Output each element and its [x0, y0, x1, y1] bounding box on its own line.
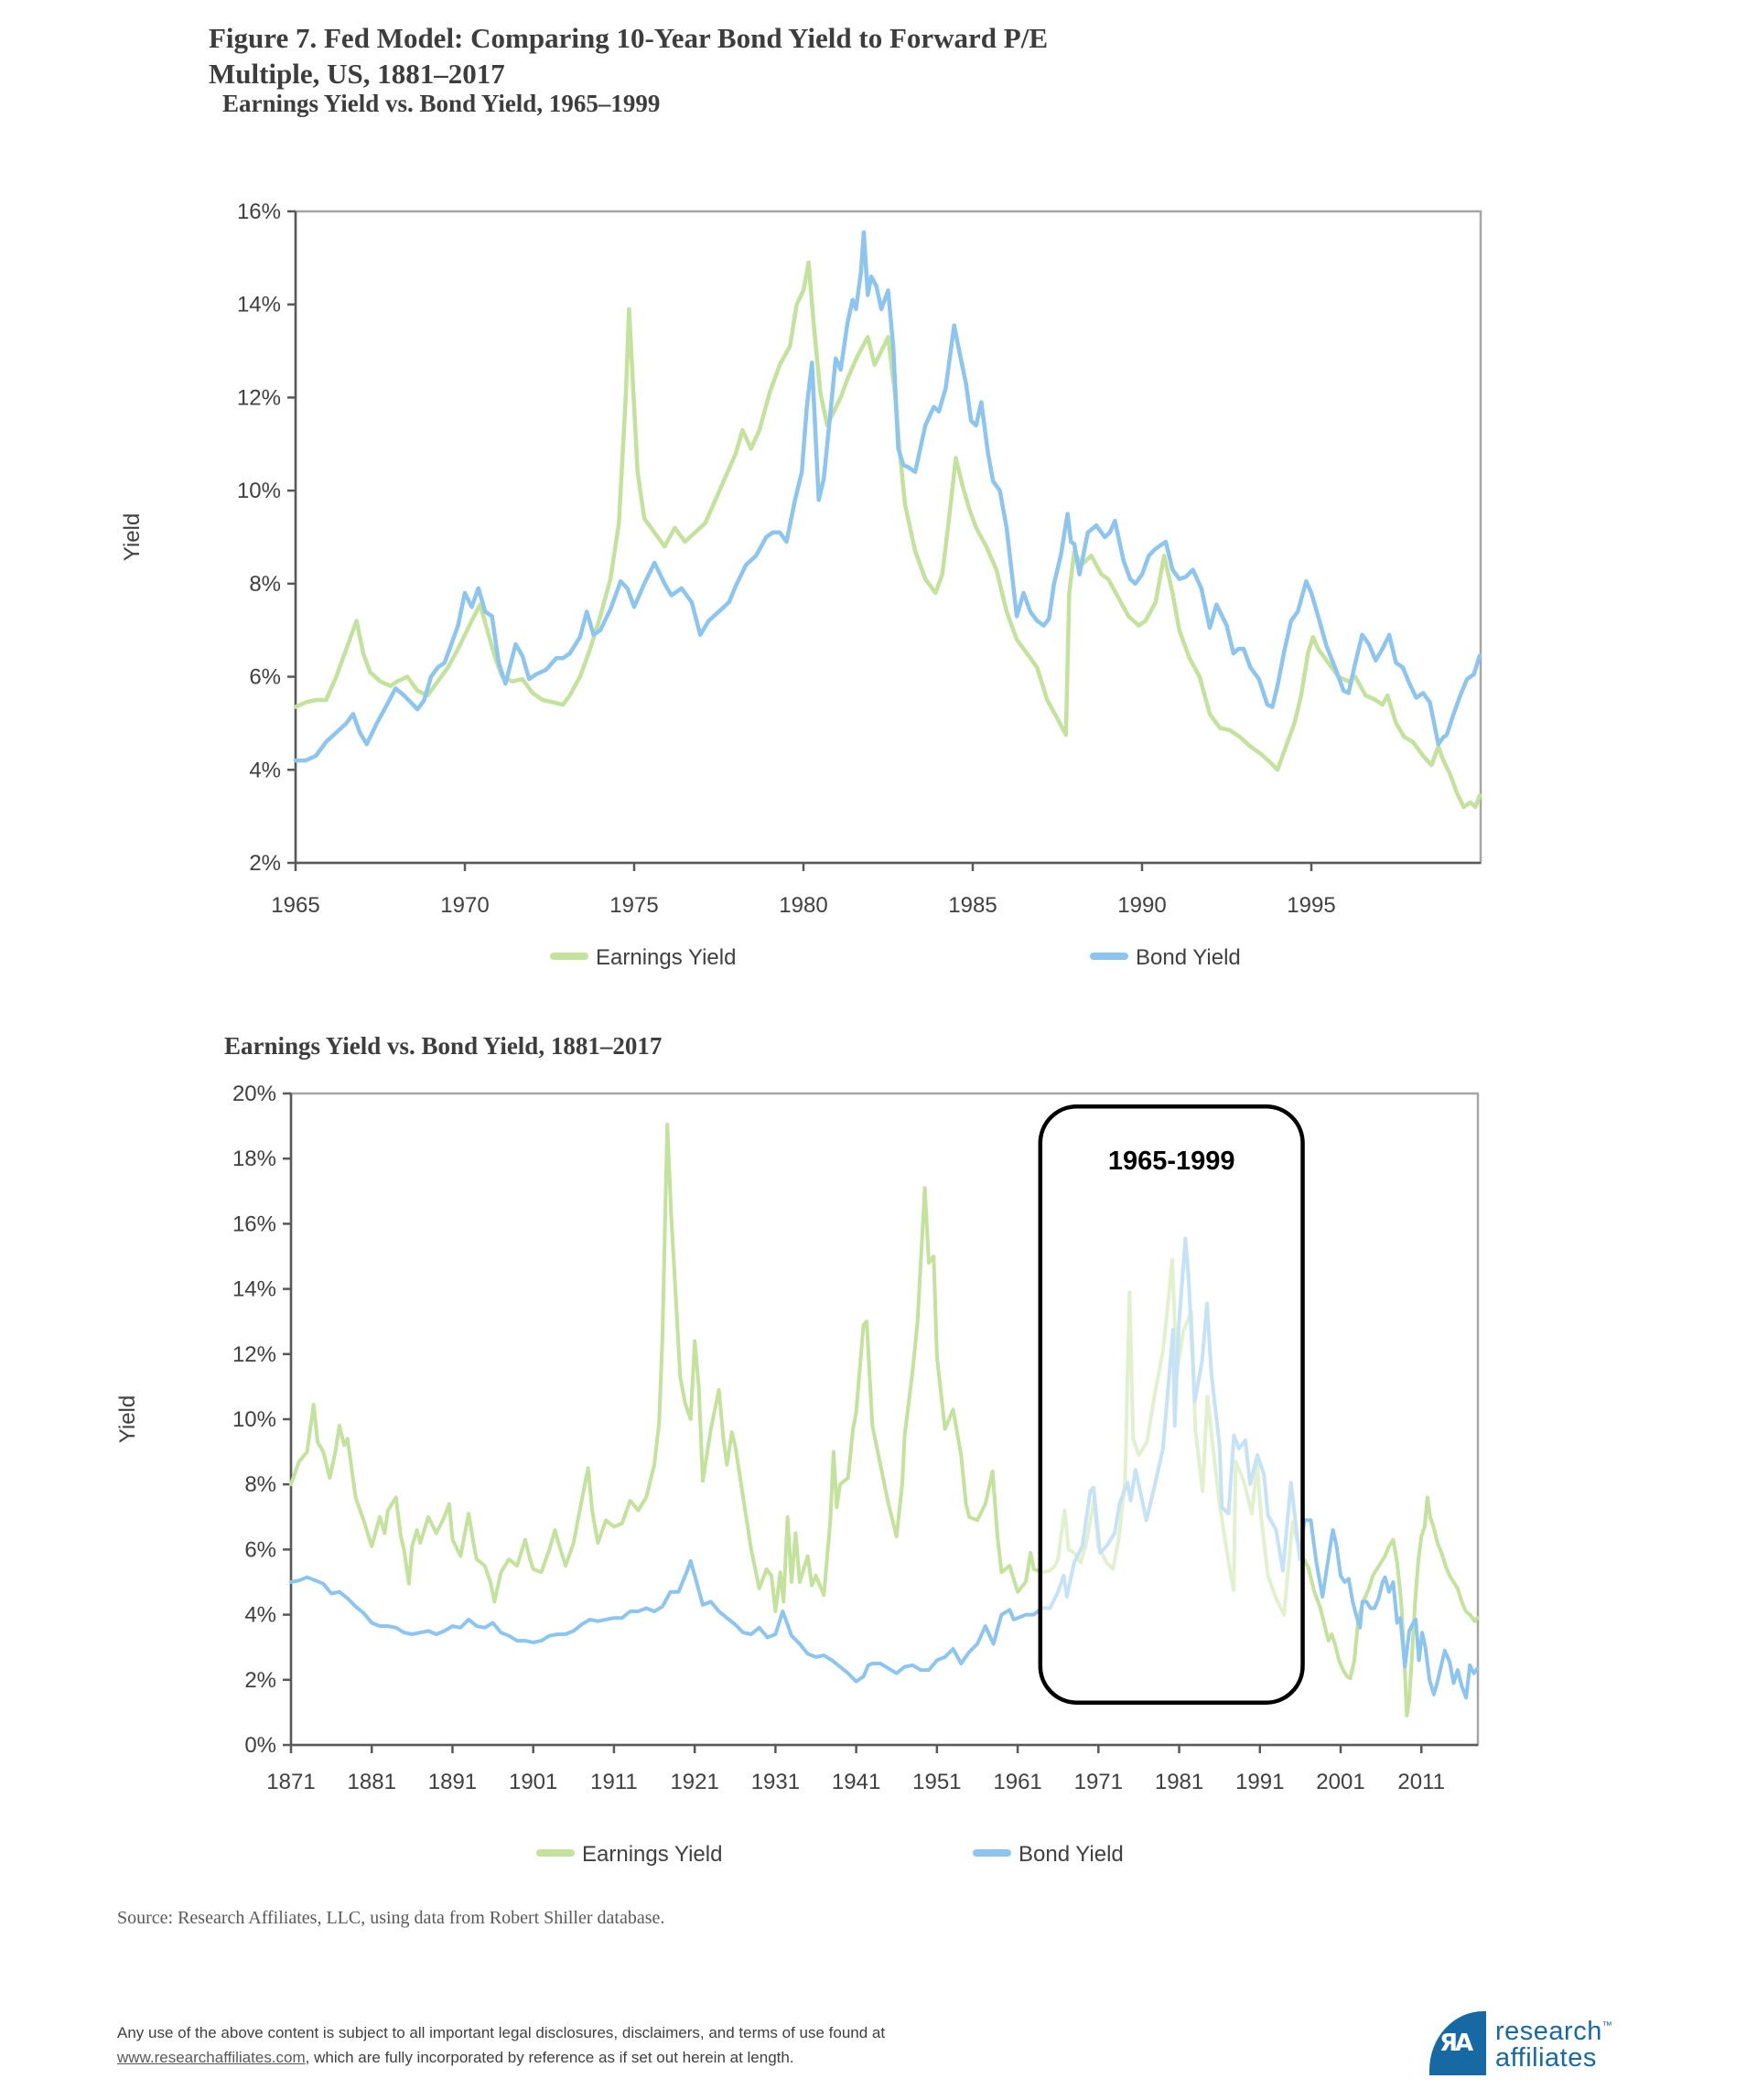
x-tick-label: 1991: [1235, 1770, 1284, 1794]
figure-title: Figure 7. Fed Model: Comparing 10-Year B…: [209, 20, 1105, 92]
y-tick-label: 12%: [232, 1342, 276, 1367]
legend-swatch: [973, 1849, 1011, 1857]
ra-wordmark: research™ affiliates: [1495, 2013, 1612, 2072]
x-tick-label: 2011: [1397, 1770, 1445, 1794]
legend-swatch: [536, 1849, 575, 1857]
y-tick-label: 6%: [249, 665, 281, 690]
y-tick-label: 2%: [249, 851, 281, 876]
x-tick-label: 1995: [1287, 893, 1335, 918]
top-line-chart: 2% 4% 6% 8% 10% 12% 14% 16% 1965 1970 1975 1980 1985…: [120, 199, 1482, 970]
legend-swatch: [1090, 953, 1128, 960]
ra-logo-mark-icon: ЯA: [1429, 2011, 1486, 2075]
x-tick-label: 1965: [271, 893, 319, 918]
y-tick-label: 6%: [244, 1537, 276, 1562]
x-tick-label: 1980: [779, 893, 827, 918]
y-tick-label: 16%: [232, 1212, 276, 1236]
top-chart-title: Earnings Yield vs. Bond Yield, 1965–1999: [222, 90, 661, 117]
x-tick-label: 1961: [993, 1770, 1041, 1794]
legend-label: Earnings Yield: [596, 945, 736, 970]
x-tick-label: 1881: [348, 1770, 396, 1794]
legend-label: Bond Yield: [1019, 1842, 1124, 1867]
legend-swatch: [550, 953, 588, 960]
x-tick-label: 1921: [670, 1770, 718, 1794]
x-tick-label: 1981: [1155, 1770, 1203, 1794]
bottom-line-chart: 0% 2% 4% 6% 8% 10% 12% 14% 16% 18% 20% 1871 1881 1891…: [115, 1082, 1480, 1867]
ra-monogram: ЯA: [1439, 2030, 1473, 2057]
y-tick-label: 14%: [237, 293, 281, 318]
y-tick-label: 16%: [237, 199, 281, 224]
legend-label: Earnings Yield: [582, 1842, 722, 1867]
y-axis-title: Yield: [120, 513, 145, 561]
legal-line1: Any use of the above content is subject …: [117, 2024, 886, 2041]
research-affiliates-logo: ЯA research™ affiliates: [1429, 2011, 1741, 2077]
ra-word-affiliates: affiliates: [1495, 2043, 1597, 2073]
x-tick-label: 1975: [609, 893, 658, 918]
y-tick-label: 20%: [232, 1082, 276, 1106]
trademark-symbol: ™: [1601, 2020, 1612, 2031]
y-tick-label: 8%: [244, 1472, 276, 1497]
x-tick-label: 1941: [832, 1770, 880, 1794]
researchaffiliates-link[interactable]: www.researchaffiliates.com: [117, 2049, 306, 2066]
y-tick-label: 10%: [232, 1407, 276, 1432]
y-tick-label: 2%: [244, 1668, 276, 1693]
ra-word-research: research: [1495, 2017, 1602, 2046]
y-tick-label: 0%: [244, 1733, 276, 1758]
y-tick-label: 4%: [249, 758, 281, 782]
x-tick-label: 1911: [590, 1770, 638, 1794]
legend-label: Bond Yield: [1136, 945, 1241, 970]
x-tick-label: 2001: [1316, 1770, 1364, 1794]
x-tick-label: 1971: [1074, 1770, 1123, 1794]
x-tick-label: 1970: [440, 893, 489, 918]
y-tick-label: 12%: [237, 385, 281, 410]
source-note: Source: Research Affiliates, LLC, using …: [117, 1908, 665, 1928]
x-tick-label: 1985: [948, 893, 997, 918]
figure-title-line1: Figure 7. Fed Model: Comparing 10-Year B…: [209, 22, 1049, 54]
x-tick-label: 1871: [266, 1770, 315, 1794]
highlight-box-label: 1965-1999: [1108, 1147, 1235, 1176]
x-tick-label: 1901: [509, 1770, 557, 1794]
y-tick-label: 14%: [232, 1277, 276, 1302]
highlight-fade-overlay: [1040, 1106, 1303, 1703]
y-tick-label: 8%: [249, 572, 281, 597]
earnings-yield-line: [289, 1122, 1480, 1718]
legal-disclaimer: Any use of the above content is subject …: [117, 2020, 885, 2070]
bond-yield-line: [293, 230, 1482, 763]
x-tick-label: 1990: [1117, 893, 1166, 918]
earnings-yield-line: [293, 260, 1482, 810]
y-tick-label: 10%: [237, 479, 281, 503]
y-tick-label: 4%: [244, 1603, 276, 1628]
bond-yield-line: [289, 1236, 1480, 1700]
bottom-chart-title: Earnings Yield vs. Bond Yield, 1881–2017: [224, 1032, 663, 1060]
y-axis-title: Yield: [115, 1395, 140, 1443]
x-tick-label: 1951: [912, 1770, 961, 1794]
highlight-box: [1038, 1104, 1305, 1705]
y-tick-label: 18%: [232, 1147, 276, 1171]
x-tick-label: 1891: [428, 1770, 477, 1794]
x-tick-label: 1931: [751, 1770, 800, 1794]
legal-line2: , which are fully incorporated by refere…: [305, 2049, 794, 2066]
figure-title-line2: Multiple, US, 1881–2017: [209, 58, 505, 90]
